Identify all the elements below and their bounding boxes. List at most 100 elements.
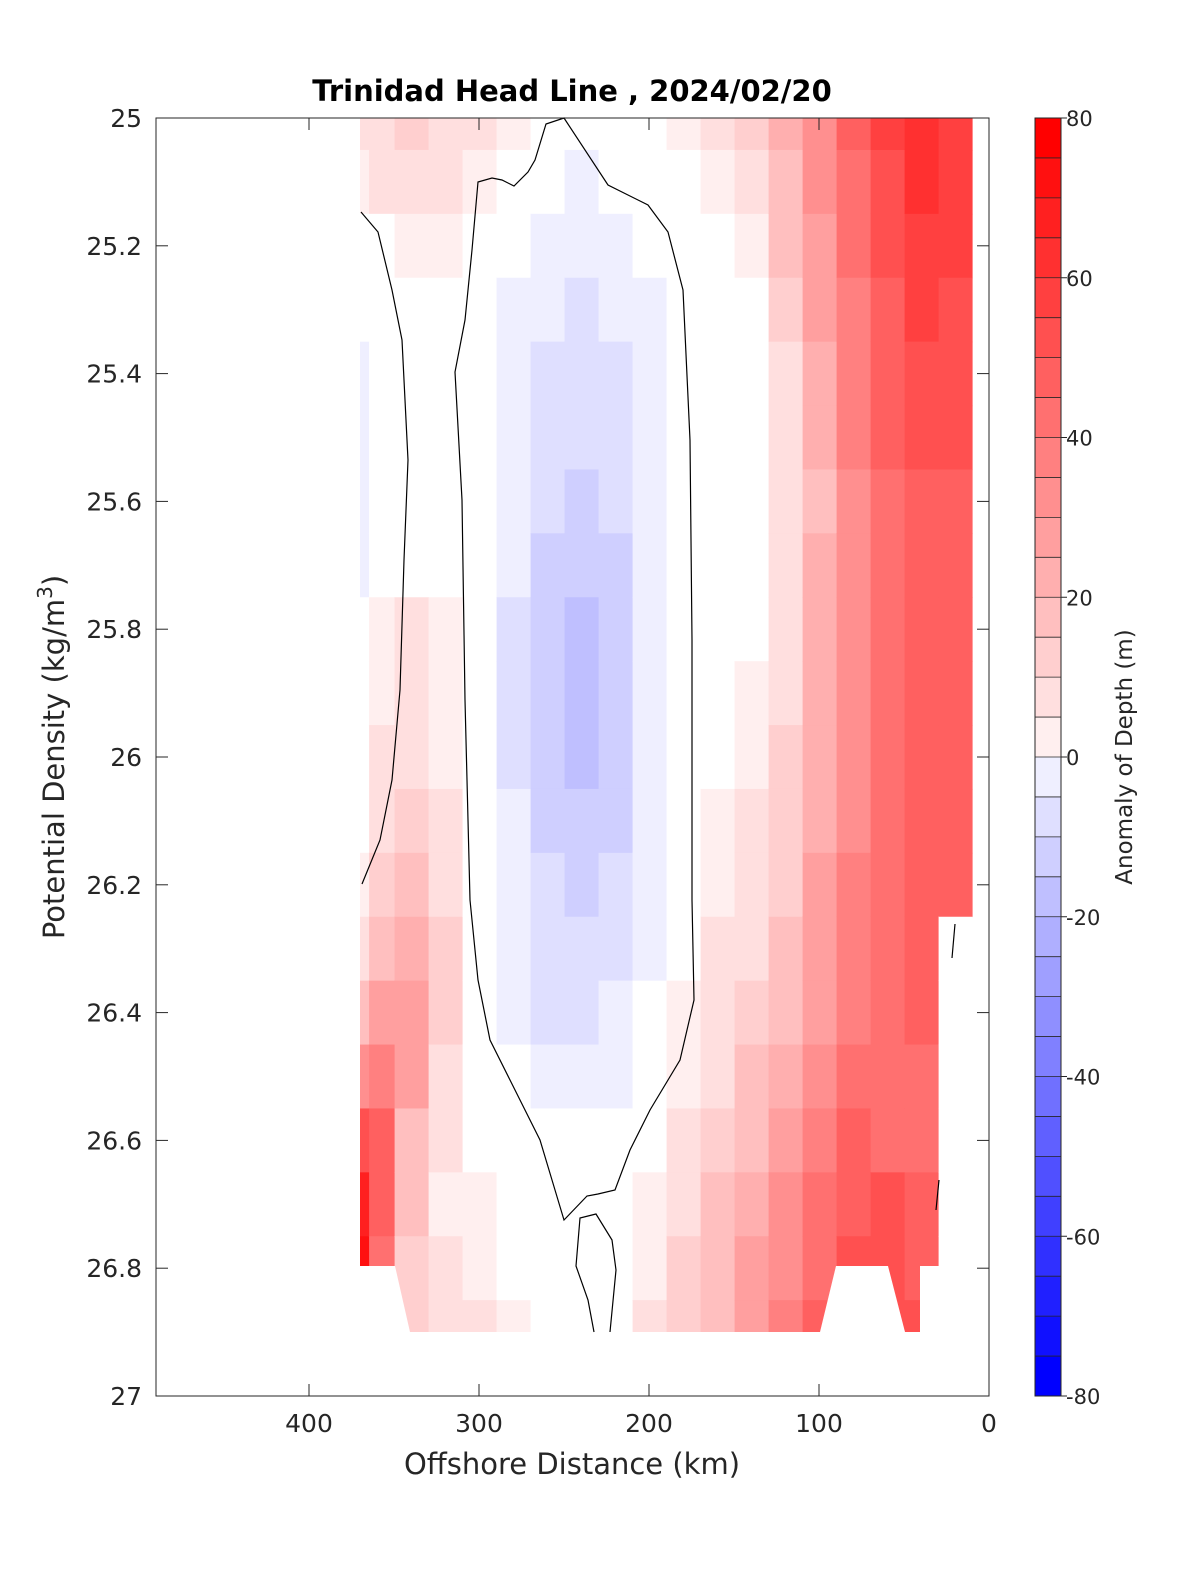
anomaly-cell <box>632 1044 667 1110</box>
anomaly-cell <box>768 533 803 598</box>
anomaly-cell <box>904 277 939 343</box>
anomaly-cell <box>394 980 429 1046</box>
anomaly-cell <box>870 405 905 471</box>
y-tick-label: 26.8 <box>86 1254 142 1283</box>
anomaly-cell <box>700 213 735 279</box>
anomaly-cell <box>734 725 769 790</box>
anomaly-cell <box>496 1108 531 1173</box>
anomaly-cell <box>734 1044 769 1110</box>
anomaly-cell <box>768 213 803 279</box>
anomaly-cell <box>598 725 633 790</box>
anomaly-cell <box>632 341 667 407</box>
colorbar-swatch <box>1035 517 1061 558</box>
x-tick-label: 200 <box>625 1409 673 1438</box>
anomaly-cell <box>564 149 599 215</box>
anomaly-cell <box>462 852 497 918</box>
anomaly-cell <box>428 469 463 534</box>
anomaly-cell <box>802 852 837 918</box>
anomaly-cell <box>598 661 633 726</box>
anomaly-cell <box>734 1172 769 1237</box>
colorbar-frame <box>1034 117 1062 1397</box>
colorbar-swatch <box>1035 1076 1061 1117</box>
anomaly-cell <box>734 1236 769 1301</box>
anomaly-cell <box>666 1108 701 1173</box>
anomaly-cell <box>360 1044 370 1110</box>
anomaly-cell <box>496 852 531 918</box>
anomaly-cell <box>870 213 905 279</box>
anomaly-cell <box>870 597 905 662</box>
anomaly-cell <box>768 597 803 662</box>
anomaly-cell <box>360 788 370 854</box>
anomaly-cell <box>870 469 905 534</box>
anomaly-cell <box>666 597 701 662</box>
anomaly-cell <box>734 1108 769 1173</box>
y-axis-label-main: Potential Density (kg/m <box>37 599 71 939</box>
anomaly-cell <box>734 341 769 407</box>
anomaly-cell <box>496 1236 531 1301</box>
anomaly-cell <box>666 405 701 471</box>
anomaly-cell <box>632 405 667 471</box>
anomaly-cell <box>496 341 531 407</box>
anomaly-cell <box>836 405 871 471</box>
anomaly-cell <box>666 341 701 407</box>
anomaly-cell <box>530 852 565 918</box>
anomaly-cell <box>802 725 837 790</box>
zero-contour-line-deep <box>575 1213 617 1333</box>
anomaly-cell <box>496 980 531 1046</box>
anomaly-cell <box>428 533 463 598</box>
anomaly-cell <box>768 277 803 343</box>
anomaly-cell <box>734 213 769 279</box>
anomaly-cell <box>598 533 633 598</box>
anomaly-cell <box>394 1172 429 1237</box>
anomaly-cell <box>368 980 395 1046</box>
anomaly-cell <box>768 1108 803 1173</box>
anomaly-cell <box>632 533 667 598</box>
anomaly-cell <box>462 916 497 982</box>
anomaly-cell <box>734 788 769 854</box>
anomaly-cell <box>394 597 429 662</box>
anomaly-cell <box>428 980 463 1046</box>
anomaly-cell <box>666 1044 701 1110</box>
colorbar-tick-label: 20 <box>1066 586 1093 610</box>
colorbar-tick-label: -80 <box>1066 1385 1100 1409</box>
anomaly-cell <box>904 852 939 918</box>
anomaly-cell <box>836 597 871 662</box>
anomaly-cell <box>734 980 769 1046</box>
anomaly-cell <box>632 1236 667 1301</box>
anomaly-cell <box>938 118 973 151</box>
anomaly-cell <box>938 1108 973 1173</box>
anomaly-cell <box>462 597 497 662</box>
anomaly-cell <box>666 1236 701 1301</box>
colorbar-swatch <box>1035 157 1061 199</box>
anomaly-cell <box>870 1044 905 1110</box>
anomaly-cell <box>666 980 701 1046</box>
anomaly-cell <box>938 788 973 854</box>
colorbar-tick-label: 80 <box>1066 107 1093 131</box>
anomaly-cell <box>836 725 871 790</box>
anomaly-cell <box>802 597 837 662</box>
anomaly-cell <box>632 725 667 790</box>
anomaly-cell <box>700 1108 735 1173</box>
anomaly-cell <box>598 788 633 854</box>
anomaly-cell <box>802 916 837 982</box>
colorbar-swatch <box>1035 357 1061 399</box>
anomaly-cell <box>768 405 803 471</box>
anomaly-cell <box>836 1172 871 1237</box>
anomaly-cell <box>632 149 667 215</box>
anomaly-cell <box>870 1108 905 1173</box>
anomaly-cell <box>368 533 395 598</box>
y-axis-label-superscript: 3 <box>33 586 57 599</box>
anomaly-cell <box>632 661 667 726</box>
anomaly-cell <box>700 277 735 343</box>
colorbar-swatch <box>1035 1356 1061 1397</box>
anomaly-cell <box>734 661 769 726</box>
anomaly-cell <box>368 661 395 726</box>
anomaly-cell <box>530 341 565 407</box>
anomaly-cell <box>598 852 633 918</box>
anomaly-cell <box>666 1172 701 1237</box>
anomaly-cell <box>428 1172 463 1237</box>
anomaly-cell <box>462 1172 497 1237</box>
anomaly-cell <box>870 980 905 1046</box>
anomaly-cell <box>870 852 905 918</box>
anomaly-cell <box>598 1108 633 1173</box>
